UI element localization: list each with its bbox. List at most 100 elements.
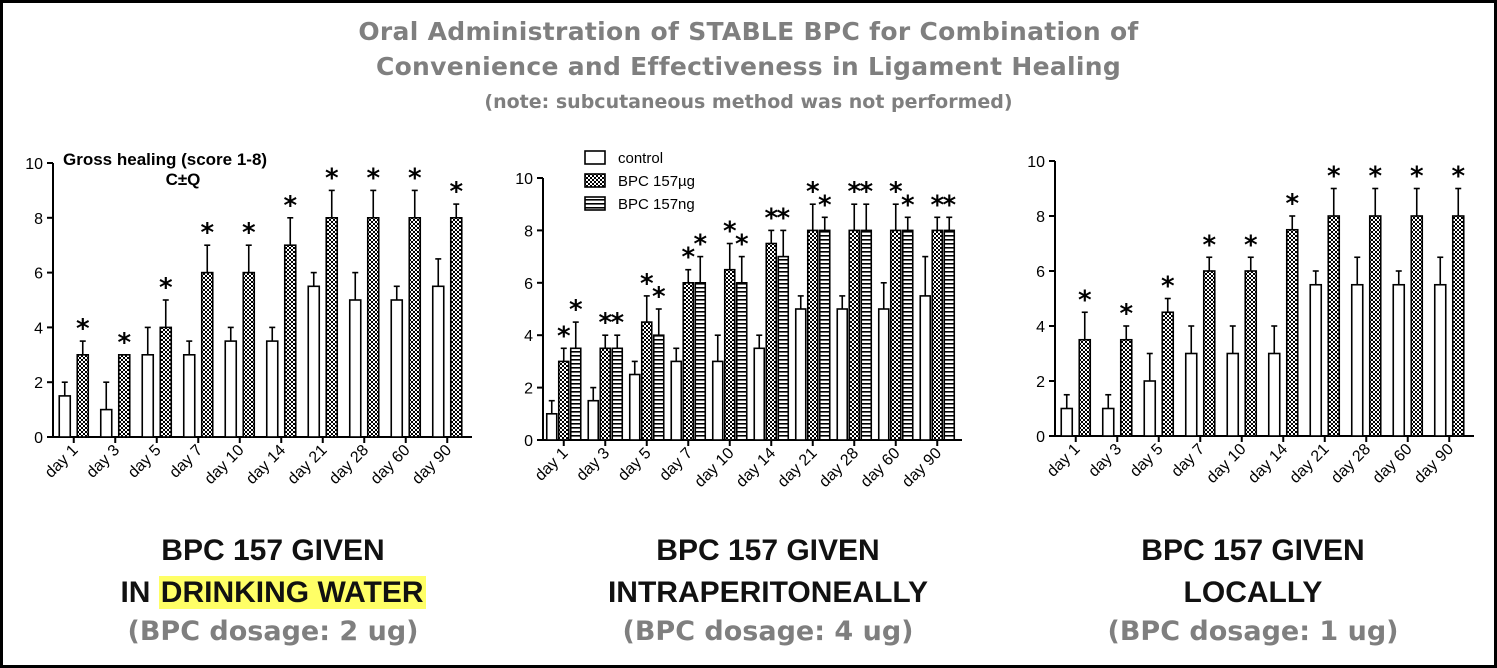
y-tick-label: 0 <box>1036 429 1045 446</box>
bar <box>599 347 612 441</box>
bar <box>117 354 131 438</box>
bar <box>76 354 90 438</box>
caption-highlight: DRINKING WATER <box>158 576 426 609</box>
bar <box>1285 228 1299 437</box>
y-tick-label: 6 <box>34 266 43 283</box>
bar <box>200 271 214 438</box>
x-tick-label: day 28 <box>1328 441 1374 487</box>
significance-star: * <box>1368 162 1382 192</box>
significance-star: * <box>449 177 463 207</box>
significance-star: * <box>200 218 214 248</box>
y-tick-label: 6 <box>1036 264 1045 281</box>
figure-title-line-1: Oral Administration of STABLE BPC for Co… <box>358 17 1139 46</box>
legend-swatch <box>584 150 606 165</box>
legend-label: BPC 157ng <box>618 196 695 213</box>
significance-star: * <box>159 273 173 303</box>
y-tick-label: 8 <box>1036 209 1045 226</box>
caption-line-1: BPC 157 GIVEN <box>656 534 880 567</box>
significance-star: * <box>859 177 873 207</box>
bar <box>931 229 944 441</box>
caption-line-2: IN DRINKING WATER <box>63 572 483 614</box>
bar <box>735 282 748 441</box>
significance-star: * <box>598 308 612 338</box>
significance-star: * <box>1244 230 1258 260</box>
bar <box>1309 283 1323 437</box>
significance-star: * <box>889 177 903 207</box>
x-tick-label: day 1 <box>532 445 572 485</box>
x-tick-label: day 1 <box>1044 441 1084 481</box>
bar <box>943 229 956 441</box>
bar <box>1101 407 1115 437</box>
significance-star: * <box>806 177 820 207</box>
bar <box>901 229 914 441</box>
significance-star: * <box>930 190 944 220</box>
y-tick-label: 2 <box>524 381 533 398</box>
bar <box>919 295 932 441</box>
x-tick-label: day 14 <box>1245 441 1291 487</box>
x-tick-label: day 3 <box>1085 441 1125 481</box>
bar <box>818 229 831 441</box>
significance-star: * <box>557 321 571 351</box>
x-tick-label: day 28 <box>816 445 862 491</box>
x-tick-label: day 90 <box>899 445 945 491</box>
x-tick-label: day 7 <box>656 445 696 485</box>
bar <box>1433 283 1447 437</box>
bar <box>670 360 683 441</box>
bar <box>889 229 902 441</box>
x-tick-label: day 60 <box>858 445 904 491</box>
bar <box>1368 215 1382 437</box>
significance-star: * <box>1327 162 1341 192</box>
significance-star: * <box>283 191 297 221</box>
bar <box>58 395 72 438</box>
bar <box>1226 352 1240 437</box>
bar <box>325 217 339 438</box>
bar <box>711 360 724 441</box>
x-tick-label: day 3 <box>573 445 613 485</box>
significance-star: * <box>723 217 737 247</box>
bar <box>860 229 873 441</box>
caption-line-2: INTRAPERITONEALLY <box>607 576 929 609</box>
significance-star: * <box>1202 230 1216 260</box>
caption-dosage: (BPC dosage: 4 ug) <box>622 616 914 647</box>
caption-drinking-water: BPC 157 GIVEN IN DRINKING WATER (BPC dos… <box>63 530 483 650</box>
y-tick-label: 10 <box>515 171 533 188</box>
y-tick-label: 0 <box>34 430 43 447</box>
x-tick-label: day 21 <box>775 445 821 491</box>
bar <box>1078 338 1092 437</box>
bar <box>640 321 653 441</box>
significance-star: * <box>1285 189 1299 219</box>
significance-star: * <box>1119 299 1133 329</box>
bar <box>1327 215 1341 437</box>
x-tick-label: day 3 <box>83 442 123 482</box>
y-tick-label: 10 <box>25 156 43 173</box>
bar <box>682 282 695 441</box>
x-tick-label: day 14 <box>243 442 289 488</box>
caption-line-2: LOCALLY <box>1183 576 1323 609</box>
bar <box>587 399 600 441</box>
bar <box>283 244 297 438</box>
bar <box>224 340 238 438</box>
y-tick-label: 4 <box>524 328 533 345</box>
significance-star: * <box>408 163 422 193</box>
bar <box>723 268 736 441</box>
bar <box>1161 311 1175 437</box>
bar <box>1451 215 1465 437</box>
x-tick-label: day 5 <box>615 445 655 485</box>
bar <box>1143 380 1157 437</box>
x-tick-label: day 5 <box>1127 441 1167 481</box>
bar <box>694 282 707 441</box>
chart-annotation-line-1: Gross healing (score 1-8) <box>63 150 267 169</box>
figure-title-note: (note: subcutaneous method was not perfo… <box>484 91 1013 113</box>
bar <box>877 308 890 441</box>
y-tick-label: 6 <box>524 276 533 293</box>
x-tick-label: day 5 <box>125 442 165 482</box>
significance-star: * <box>847 177 861 207</box>
bar <box>307 285 321 438</box>
y-tick-label: 8 <box>34 211 43 228</box>
bar <box>753 347 766 441</box>
y-tick-label: 8 <box>524 223 533 240</box>
figure-title-line-2: Convenience and Effectiveness in Ligamen… <box>375 52 1122 81</box>
bar <box>366 217 380 438</box>
